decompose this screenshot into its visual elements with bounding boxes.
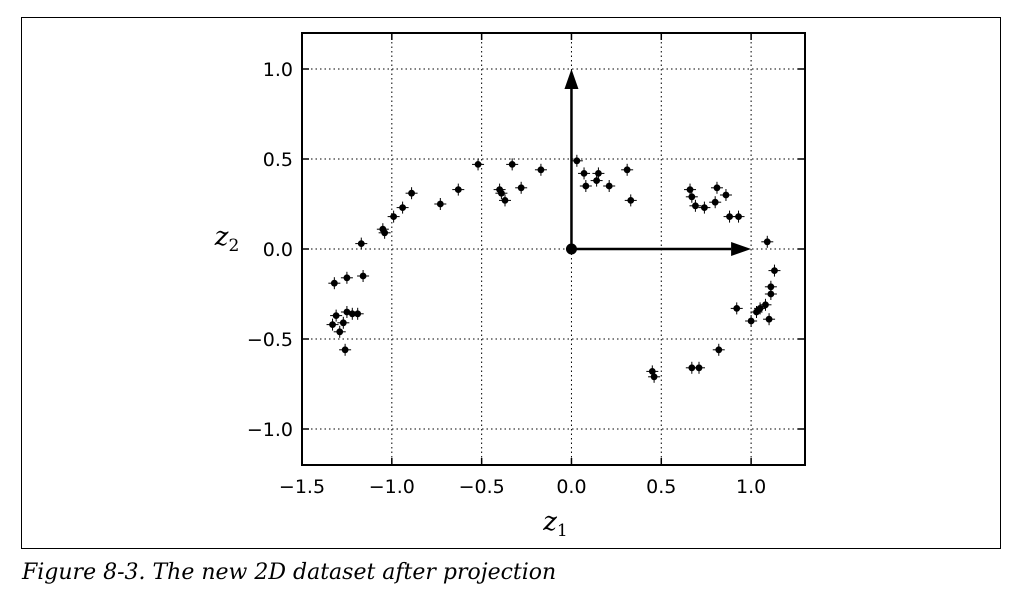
figure-caption: Figure 8-3. The new 2D dataset after pro… <box>22 560 557 585</box>
data-point <box>768 264 781 277</box>
data-point <box>698 201 711 214</box>
data-point <box>761 235 774 248</box>
data-point <box>355 237 368 250</box>
x-tick-label: −1.5 <box>279 476 325 498</box>
y-axis-label-main: z <box>214 222 229 252</box>
tick-marks <box>301 33 805 465</box>
y-tick-label: 0.0 <box>263 239 293 261</box>
tick-labels: −1.5 −1.0 −0.5 0.0 0.5 1.0 −1.0 −0.5 0.0 0.5 1.0 <box>247 59 766 498</box>
data-point <box>534 163 547 176</box>
data-point <box>506 158 519 171</box>
plot-area-border <box>301 32 806 466</box>
data-point <box>340 271 353 284</box>
data-point <box>396 201 409 214</box>
data-point <box>590 174 603 187</box>
data-point <box>333 325 346 338</box>
data-point <box>579 180 592 192</box>
data-points <box>326 154 781 383</box>
axis-vectors <box>564 69 752 256</box>
figure-frame: −1.5 −1.0 −0.5 0.0 0.5 1.0 −1.0 −0.5 0.0 0.5 1.0 z… <box>21 17 1001 549</box>
data-point <box>326 318 339 331</box>
data-point <box>339 343 352 356</box>
data-point <box>603 180 616 192</box>
data-point <box>337 316 350 329</box>
data-point <box>472 158 485 171</box>
x-axis-label: z1 <box>542 507 568 541</box>
y-tick-label: 1.0 <box>263 59 293 81</box>
axis-vector-arrowhead <box>564 69 579 89</box>
data-point <box>732 210 745 223</box>
x-axis-label-subscript: 1 <box>557 521 568 541</box>
x-tick-label: −1.0 <box>369 476 415 498</box>
data-point <box>405 187 418 200</box>
data-point <box>452 183 465 196</box>
y-tick-label: −0.5 <box>247 329 293 351</box>
data-point <box>745 315 758 327</box>
data-point <box>351 307 364 320</box>
axis-vector-arrowhead <box>731 242 752 256</box>
data-point <box>357 270 370 282</box>
data-point <box>719 189 732 201</box>
data-point <box>750 306 763 318</box>
data-point <box>592 167 605 180</box>
data-point <box>434 198 447 210</box>
data-point <box>684 183 697 196</box>
data-point <box>570 154 583 167</box>
data-point <box>689 199 702 212</box>
data-point <box>764 288 777 300</box>
data-point <box>710 181 723 194</box>
scatter-chart: −1.5 −1.0 −0.5 0.0 0.5 1.0 −1.0 −0.5 0.0 0.5 1.0 z… <box>214 32 806 541</box>
data-point <box>730 302 743 315</box>
data-point <box>624 194 637 207</box>
data-point <box>495 187 508 200</box>
data-point <box>648 370 661 383</box>
x-axis-label-main: z <box>542 507 557 537</box>
x-tick-label: 0.0 <box>556 476 586 498</box>
x-tick-label: 1.0 <box>736 476 766 498</box>
data-point <box>621 163 634 176</box>
data-point <box>387 210 400 223</box>
data-point <box>693 361 706 374</box>
data-point <box>515 181 528 194</box>
data-point <box>378 226 391 239</box>
y-axis-label-subscript: 2 <box>228 236 239 256</box>
data-point <box>685 190 698 203</box>
data-point <box>498 194 511 207</box>
y-axis-label: z2 <box>214 222 240 256</box>
x-tick-label: −0.5 <box>459 476 505 498</box>
y-tick-label: −1.0 <box>247 419 293 441</box>
origin-dot <box>565 243 577 255</box>
data-point <box>578 167 591 180</box>
data-point <box>330 309 343 322</box>
data-point <box>328 277 341 290</box>
data-point <box>709 196 722 209</box>
x-tick-label: 0.5 <box>646 476 676 498</box>
data-point <box>763 313 776 326</box>
y-tick-label: 0.5 <box>263 149 293 171</box>
data-point <box>712 343 725 356</box>
